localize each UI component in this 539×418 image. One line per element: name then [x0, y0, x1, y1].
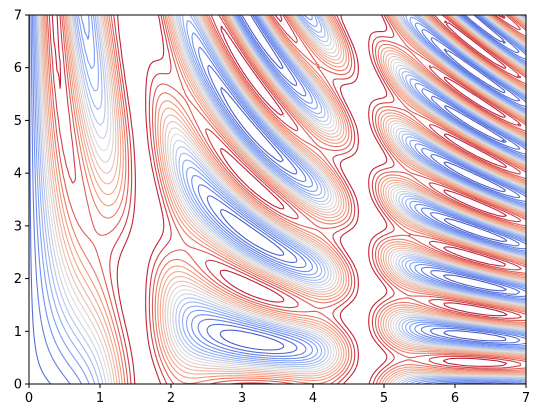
y-tick-label: 0: [14, 378, 22, 393]
x-tick-label: 0: [25, 391, 33, 406]
contour-level-6: [34, 14, 527, 385]
y-tick-label: 7: [14, 9, 22, 24]
y-axis: 0 1 2 3 4 5 6 7: [14, 9, 29, 393]
y-tick-label: 1: [14, 325, 22, 340]
x-tick-label: 4: [309, 391, 317, 406]
x-tick-label: 6: [451, 391, 459, 406]
contour-level-13: [41, 14, 527, 385]
contour-level-11: [39, 14, 527, 385]
contour-level-16: [45, 14, 527, 385]
contour-level-4: [31, 14, 527, 385]
y-tick-label: 4: [14, 167, 22, 182]
contour-level-17: [46, 14, 527, 385]
y-tick-label: 3: [14, 219, 22, 234]
contour-lines: [29, 14, 527, 385]
x-tick-label: 3: [238, 391, 246, 406]
x-tick-label: 5: [380, 391, 388, 406]
contour-level-12: [40, 14, 527, 385]
contour-level-9: [37, 14, 527, 385]
contour-level-18: [48, 14, 522, 385]
contour-level-7: [35, 14, 527, 385]
y-tick-label: 5: [14, 114, 22, 129]
contour-level-5: [33, 14, 527, 385]
contour-level-2: [29, 14, 521, 385]
contour-level-19: [51, 14, 508, 385]
x-axis: 0 1 2 3 4 5 6 7: [25, 384, 530, 406]
plot-frame: [28, 14, 527, 385]
x-tick-label: 1: [96, 391, 104, 406]
x-tick-label: 2: [167, 391, 175, 406]
contour-level-3: [30, 14, 527, 385]
y-tick-label: 6: [14, 61, 22, 76]
y-tick-label: 2: [14, 272, 22, 287]
contour-level-14: [42, 14, 527, 385]
contour-level-8: [36, 14, 527, 385]
contour-level-1: [219, 14, 508, 351]
contour-level-15: [44, 14, 527, 385]
x-tick-label: 7: [522, 391, 530, 406]
contour-level-10: [38, 14, 527, 385]
